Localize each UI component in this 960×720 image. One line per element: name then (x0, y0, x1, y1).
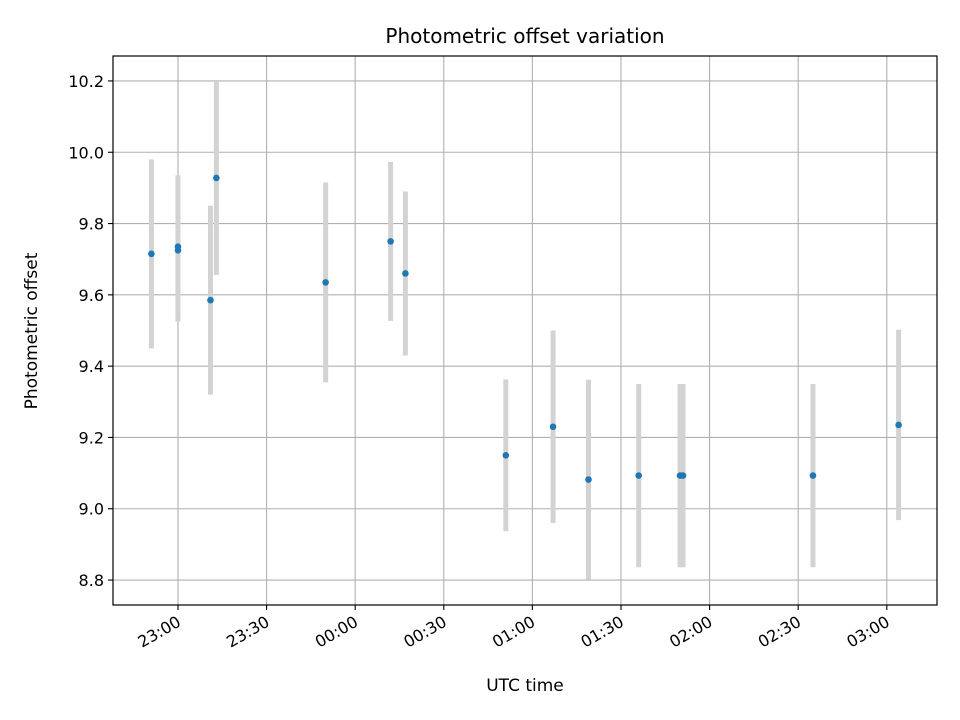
y-tick-label: 9.6 (79, 286, 104, 305)
x-tick-label: 00:00 (312, 612, 361, 652)
y-axis: 8.8 9.0 9.2 9.4 9.6 9.8 10.0 10.2 (68, 72, 113, 590)
x-axis-title: UTC time (486, 676, 564, 696)
x-tick-label: 23:30 (223, 612, 272, 652)
data-point (174, 243, 182, 251)
y-axis-title: Photometric offset (22, 252, 42, 409)
y-tick-label: 9.8 (79, 215, 104, 234)
data-point (585, 476, 592, 483)
data-point (213, 174, 220, 182)
x-tick-label: 03:00 (843, 612, 892, 652)
data-point (809, 472, 817, 479)
x-tick-label: 02:30 (755, 612, 804, 652)
x-tick-label: 01:00 (489, 612, 538, 652)
data-point (635, 472, 643, 479)
data-point (207, 296, 214, 304)
y-tick-label: 9.0 (79, 500, 104, 519)
data-point (148, 250, 155, 258)
x-tick-label: 02:00 (666, 612, 715, 652)
data-point (895, 421, 902, 429)
y-tick-label: 10.0 (68, 143, 104, 162)
data-point (322, 279, 329, 286)
x-tick-label: 23:00 (135, 612, 184, 652)
y-tick-label: 9.4 (79, 357, 104, 376)
x-tick-label: 00:30 (400, 612, 449, 652)
data-points (148, 174, 902, 483)
data-point (549, 423, 557, 431)
data-point (402, 270, 409, 277)
y-tick-label: 10.2 (68, 72, 104, 91)
data-point (387, 238, 394, 245)
x-axis: 23:00 23:30 00:00 00:30 01:00 01:30 02:00 02:30… (135, 605, 893, 652)
plot-frame (112, 55, 938, 606)
y-tick-label: 8.8 (79, 571, 104, 590)
grid (113, 56, 937, 605)
data-point (502, 451, 510, 459)
chart-title: Photometric offset variation (385, 24, 664, 48)
x-tick-label: 01:30 (578, 612, 627, 652)
data-point (679, 472, 687, 479)
error-bars (148, 80, 902, 580)
y-tick-label: 9.2 (79, 428, 104, 447)
